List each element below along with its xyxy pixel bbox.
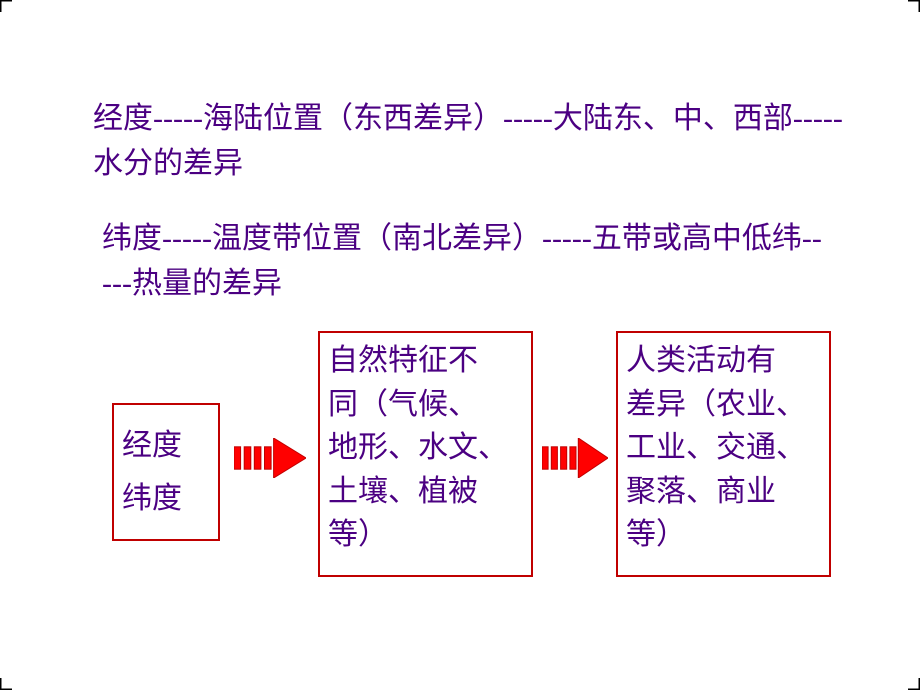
flow-box-natural: 自然特征不同（气候、地形、水文、土壤、植被等） (318, 331, 533, 577)
flow-box-line: 纬度 (122, 477, 210, 521)
flow-box-line: 等） (626, 513, 821, 557)
arrow-2 (542, 438, 608, 478)
flow-box-line: 差异（农业、 (626, 383, 821, 427)
slide: 经度-----海陆位置（东西差异）-----大陆东、中、西部-----水分的差异… (0, 0, 920, 690)
flow-box-line: 人类活动有 (626, 339, 821, 383)
flow-box-line: 等） (328, 513, 523, 557)
longitude-paragraph: 经度-----海陆位置（东西差异）-----大陆东、中、西部-----水分的差异 (93, 96, 853, 186)
corner-bottom-left (0, 670, 20, 690)
flow-box-human: 人类活动有差异（农业、工业、交通、聚落、商业等） (616, 331, 831, 577)
flow-box-line: 聚落、商业 (626, 470, 821, 514)
flow-box-line: 地形、水文、 (328, 426, 523, 470)
arrow-1 (234, 438, 306, 478)
corner-top-right (900, 0, 920, 20)
corner-bottom-right (900, 670, 920, 690)
flow-box-factors: 经度纬度 (112, 403, 220, 541)
flow-box-line: 土壤、植被 (328, 470, 523, 514)
flow-box-line: 自然特征不 (328, 339, 523, 383)
latitude-paragraph: 纬度-----温度带位置（南北差异）-----五带或高中低纬-----热量的差异 (102, 216, 822, 306)
corner-top-left (0, 0, 20, 20)
flow-box-line: 同（气候、 (328, 383, 523, 427)
flow-box-line: 经度 (122, 424, 210, 468)
flow-box-line: 工业、交通、 (626, 426, 821, 470)
